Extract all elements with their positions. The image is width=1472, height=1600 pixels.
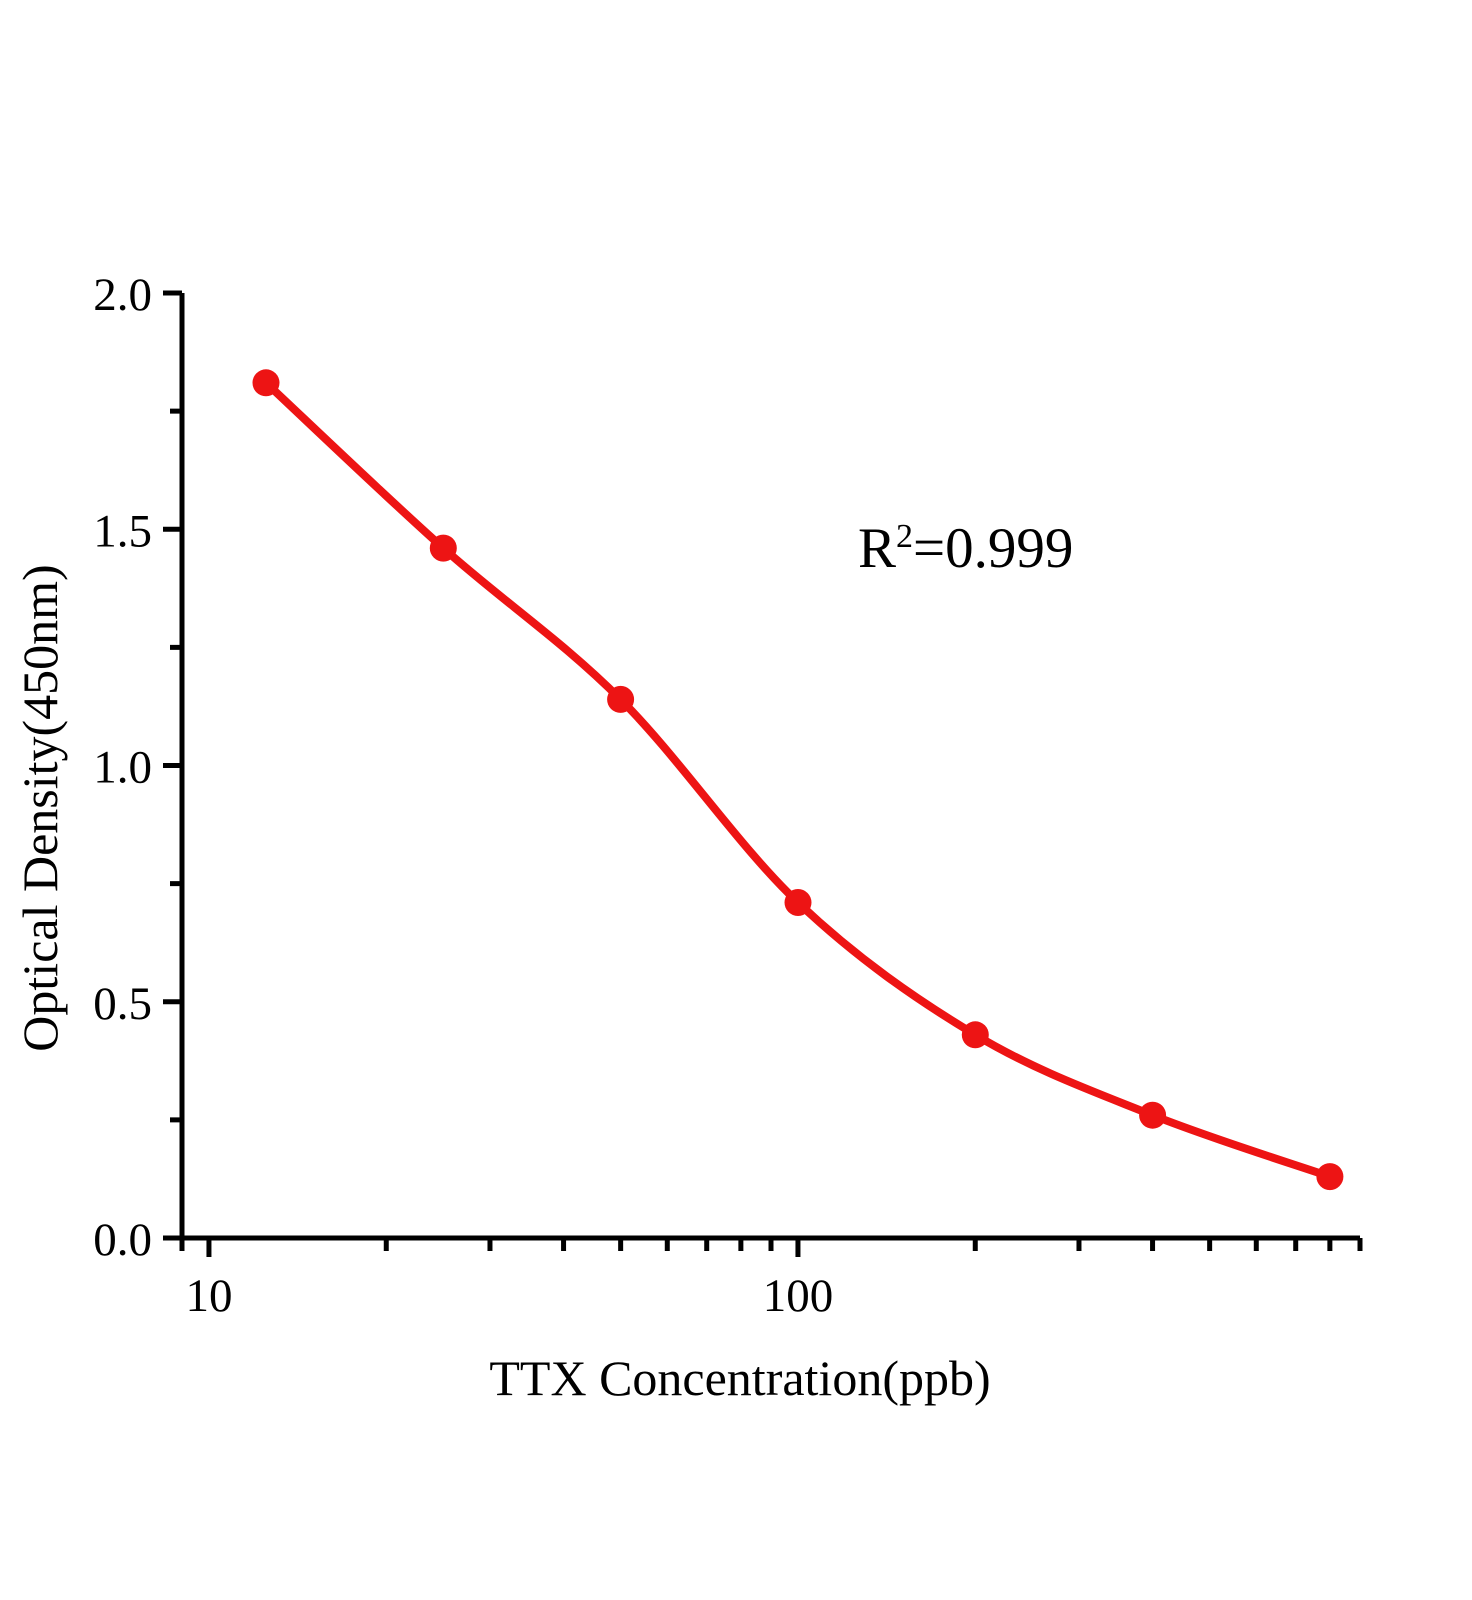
r-squared-annotation: R2=0.999	[858, 517, 1074, 580]
r2-exponent: 2	[896, 518, 914, 555]
data-point-marker	[784, 889, 812, 916]
y-tick-label: 0.0	[93, 1214, 152, 1266]
x-tick-label: 10	[185, 1270, 232, 1322]
data-point-marker	[1316, 1163, 1344, 1191]
y-tick-label: 0.5	[93, 978, 152, 1030]
y-tick-label: 1.5	[93, 505, 152, 557]
data-point-marker	[961, 1021, 989, 1049]
r2-value: =0.999	[913, 517, 1074, 580]
x-axis-title: TTX Concentration(ppb)	[489, 1350, 991, 1406]
y-axis-title: Optical Density(450nm)	[12, 564, 68, 1052]
data-point-marker	[252, 369, 280, 397]
r2-base: R	[858, 517, 897, 580]
data-point-marker	[607, 685, 635, 713]
data-point-marker	[1139, 1101, 1167, 1129]
y-tick-label: 2.0	[93, 269, 152, 321]
data-point-marker	[429, 534, 457, 562]
x-tick-label: 100	[763, 1270, 834, 1322]
y-tick-label: 1.0	[93, 742, 152, 794]
fit-curve	[262, 378, 1334, 1181]
